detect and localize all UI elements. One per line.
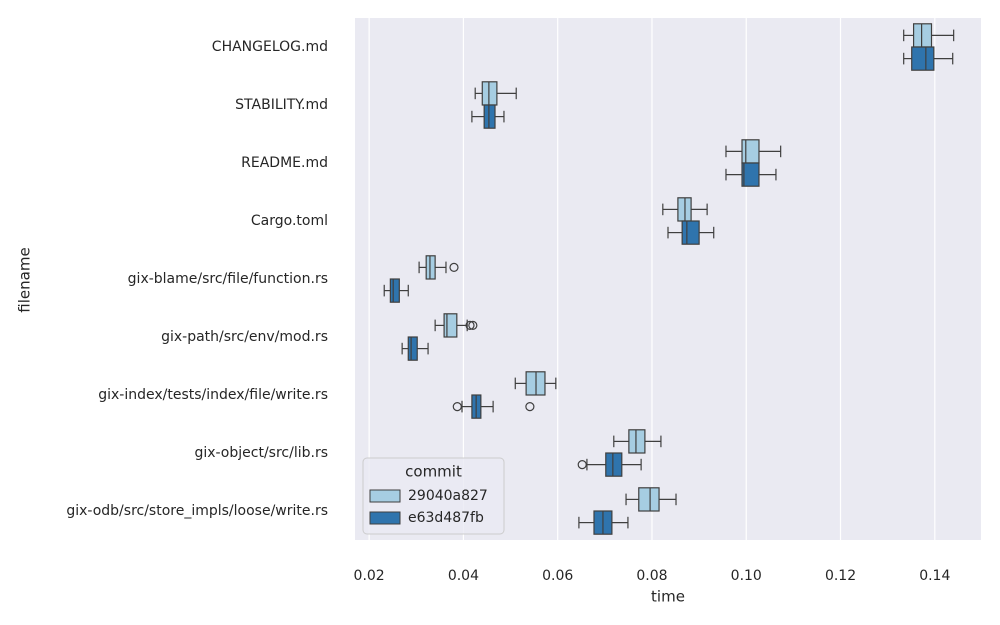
- outlier: [525, 402, 535, 412]
- legend-swatch: [369, 511, 401, 525]
- box: [481, 81, 498, 106]
- box: [628, 429, 646, 454]
- legend-label: 29040a827: [408, 488, 488, 504]
- x-tick-label: 0.12: [825, 568, 856, 584]
- y-axis-label: filename: [16, 247, 34, 312]
- box: [741, 139, 760, 164]
- box: [407, 336, 418, 361]
- x-tick-label: 0.02: [354, 568, 385, 584]
- plot-area: [355, 18, 981, 540]
- y-tick-label: gix-index/tests/index/file/write.rs: [98, 387, 328, 403]
- y-tick-label: gix-path/src/env/mod.rs: [161, 329, 328, 345]
- y-tick-label: README.md: [241, 155, 328, 171]
- y-tick-label: gix-blame/src/file/function.rs: [128, 271, 328, 287]
- x-tick-label: 0.08: [636, 568, 667, 584]
- y-tick-label: gix-odb/src/store_impls/loose/write.rs: [66, 503, 328, 519]
- y-tick-label: CHANGELOG.md: [212, 39, 328, 55]
- outlier: [452, 402, 462, 412]
- x-tick-label: 0.04: [448, 568, 479, 584]
- y-tick-label: gix-object/src/lib.rs: [194, 445, 328, 461]
- x-axis-label: time: [651, 588, 685, 606]
- x-tick-label: 0.06: [542, 568, 573, 584]
- x-tick-label: 0.10: [731, 568, 762, 584]
- box: [741, 162, 760, 187]
- box: [483, 104, 496, 129]
- box: [443, 313, 458, 338]
- outlier: [449, 262, 459, 272]
- y-tick-label: Cargo.toml: [251, 213, 328, 229]
- box: [425, 255, 436, 280]
- outlier: [465, 320, 475, 330]
- y-tick-label: STABILITY.md: [235, 97, 328, 113]
- legend-swatch: [369, 489, 401, 503]
- box: [605, 452, 623, 477]
- box: [681, 220, 700, 245]
- box: [389, 278, 400, 303]
- legend-label: e63d487fb: [408, 510, 484, 526]
- legend-title: commit: [405, 463, 462, 481]
- box: [638, 487, 660, 512]
- x-tick-label: 0.14: [919, 568, 950, 584]
- box: [912, 23, 933, 48]
- box: [911, 46, 935, 71]
- outlier: [577, 460, 587, 470]
- outlier: [468, 320, 478, 330]
